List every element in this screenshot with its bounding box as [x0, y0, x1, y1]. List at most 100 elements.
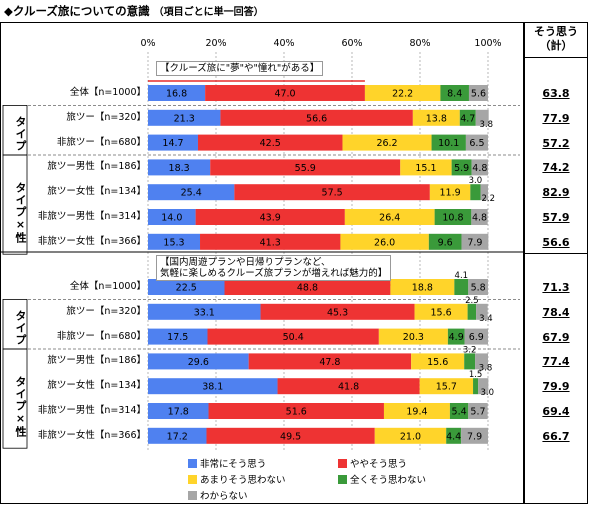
data-label: 11.9 [440, 188, 461, 199]
bar-segment [374, 427, 447, 444]
bar-segment [208, 403, 384, 419]
bar-segment [447, 328, 465, 345]
bar-segment [383, 403, 450, 419]
bar-segment [471, 159, 488, 176]
data-label: 29.6 [188, 357, 209, 368]
total-value: 71.3 [542, 281, 570, 294]
total-value: 77.4 [542, 355, 570, 369]
bar-segment [414, 303, 468, 320]
data-label: 17.5 [167, 332, 188, 343]
x-tick-label: 20% [205, 38, 226, 49]
data-label: 56.6 [306, 113, 327, 124]
data-label: 42.5 [260, 138, 281, 149]
data-label: 41.3 [260, 237, 281, 248]
row-label: 全体【n=1000】 [69, 87, 146, 98]
total-value: 77.9 [542, 111, 570, 125]
bar-segment [148, 427, 207, 444]
legend-item: ややそう思う [338, 456, 407, 470]
bar-segment [400, 159, 452, 176]
data-label: 7.9 [467, 237, 482, 248]
data-label: 17.2 [167, 431, 188, 442]
bar-segment [148, 85, 206, 101]
row-label: 旅ツー【n=320】 [66, 305, 146, 317]
row-label: 非旅ツー【n=680】 [56, 330, 146, 342]
bar-segment [429, 184, 471, 201]
data-label: 47.8 [319, 357, 340, 368]
data-label: 51.6 [286, 407, 307, 418]
data-label: 20.3 [403, 332, 424, 343]
data-label: 19.4 [406, 407, 427, 418]
data-label: 18.3 [169, 163, 190, 174]
legend-label: 非常にそう思う [200, 459, 267, 470]
data-label: 15.6 [431, 307, 452, 318]
bar-segment [451, 159, 472, 176]
bar-segment [428, 233, 462, 250]
total-value: 69.4 [542, 405, 570, 418]
data-label: 49.5 [280, 431, 301, 442]
bar-segment [340, 233, 429, 250]
bar-segment [419, 378, 474, 395]
data-label: 8.4 [447, 89, 462, 100]
row-label: 非旅ツー女性【n=366】 [37, 235, 146, 247]
legend-swatch [188, 475, 197, 484]
data-label-small: 3.2 [463, 345, 477, 355]
bar-segment [148, 233, 201, 250]
chart-title-main: ◆クルーズ旅についての意識 [4, 4, 150, 18]
data-label: 4.7 [460, 113, 475, 124]
row-label: 非旅ツー【n=680】 [56, 136, 146, 148]
bar-segment [197, 134, 343, 151]
bar-segment [478, 378, 489, 395]
bar-segment [467, 303, 477, 320]
data-label: 25.4 [181, 188, 202, 199]
data-label-small: 3.8 [479, 363, 493, 373]
bar-segment [148, 134, 198, 151]
bar-segment [431, 134, 466, 151]
data-label: 43.9 [260, 213, 281, 224]
bar-segment [148, 159, 211, 176]
panel-label: 【クルーズ旅に"夢"や"憧れ"がある】 [156, 61, 324, 76]
legend-item: 全くそう思わない [338, 472, 426, 486]
x-tick-label: 0% [140, 38, 155, 49]
data-label: 16.8 [166, 89, 187, 100]
data-label-small: 2.2 [481, 194, 495, 204]
data-label-small: 2.5 [465, 296, 479, 306]
bar-segment [446, 427, 462, 444]
data-label: 5.8 [471, 283, 486, 294]
data-label: 13.8 [426, 113, 447, 124]
bar-segment [476, 303, 488, 320]
bar-segment [461, 427, 488, 444]
bar-segment [148, 328, 208, 345]
data-label: 7.9 [467, 431, 482, 442]
total-value: 56.6 [542, 235, 570, 249]
legend-label: わからない [200, 491, 248, 502]
total-header-line2: （計） [539, 39, 573, 52]
legend-swatch [338, 459, 347, 468]
row-label: 全体【n=1000】 [69, 281, 146, 292]
bar-segment [461, 233, 489, 250]
bar-segment [248, 353, 412, 370]
data-label: 41.8 [338, 382, 359, 393]
bar-segment [454, 279, 469, 295]
bar-segment [434, 209, 472, 225]
legend-swatch [188, 459, 197, 468]
group-label-type-gender: タイプ×性 [14, 181, 27, 244]
data-label-small: 3.0 [480, 388, 494, 398]
legend-label: あまりそう思わない [200, 475, 286, 486]
bar-segment [205, 85, 365, 101]
group-label-type-gender: タイプ×性 [14, 375, 27, 438]
data-label: 5.7 [470, 407, 485, 418]
bar-segment [364, 85, 441, 101]
data-label: 10.1 [438, 138, 459, 149]
data-label: 26.2 [376, 138, 397, 149]
bar-segment [342, 134, 432, 151]
data-label: 6.5 [469, 138, 484, 149]
data-label: 17.8 [168, 407, 189, 418]
group-box [2, 348, 28, 449]
data-label: 21.0 [400, 431, 421, 442]
x-tick-label: 100% [474, 38, 501, 49]
bar-segment [390, 279, 455, 295]
data-label: 5.4 [452, 407, 467, 418]
total-header-separator [525, 57, 587, 58]
data-label: 48.8 [297, 283, 318, 294]
total-column: そう思う （計） 63.8 77.9 57.2 74.2 82.9 57.9 56.6 71.… [524, 22, 588, 504]
